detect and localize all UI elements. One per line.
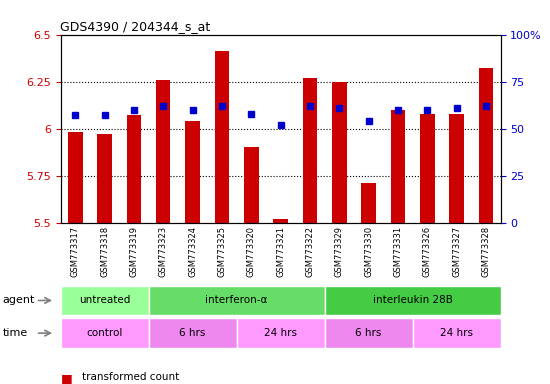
Text: GSM773324: GSM773324	[188, 226, 197, 277]
Text: GSM773327: GSM773327	[452, 226, 461, 277]
Bar	[273, 219, 288, 223]
FancyBboxPatch shape	[412, 318, 500, 348]
Text: GSM773326: GSM773326	[422, 226, 432, 277]
Text: untreated: untreated	[79, 295, 130, 306]
Text: time: time	[3, 328, 28, 338]
Text: GSM773323: GSM773323	[158, 226, 168, 277]
FancyBboxPatch shape	[148, 286, 324, 315]
Bar	[97, 134, 112, 223]
Bar	[156, 80, 170, 223]
Bar	[332, 82, 346, 223]
Text: GSM773329: GSM773329	[334, 226, 344, 277]
Text: GSM773317: GSM773317	[70, 226, 80, 277]
Text: control: control	[86, 328, 123, 338]
Bar	[449, 114, 464, 223]
Text: 24 hrs: 24 hrs	[440, 328, 473, 338]
Text: 6 hrs: 6 hrs	[179, 328, 206, 338]
Bar	[214, 51, 229, 223]
FancyBboxPatch shape	[60, 318, 148, 348]
Text: 24 hrs: 24 hrs	[264, 328, 297, 338]
Text: GSM773318: GSM773318	[100, 226, 109, 277]
Bar	[126, 116, 141, 223]
Bar	[185, 121, 200, 223]
Text: 6 hrs: 6 hrs	[355, 328, 382, 338]
Bar	[244, 147, 258, 223]
Text: ■: ■	[60, 372, 72, 384]
Text: GSM773328: GSM773328	[481, 226, 491, 277]
FancyBboxPatch shape	[236, 318, 324, 348]
Text: GSM773331: GSM773331	[393, 226, 403, 277]
Text: GSM773330: GSM773330	[364, 226, 373, 277]
Bar	[361, 183, 376, 223]
Bar	[68, 132, 82, 223]
Text: interferon-α: interferon-α	[205, 295, 268, 306]
Text: GSM773322: GSM773322	[305, 226, 315, 277]
FancyBboxPatch shape	[148, 318, 236, 348]
FancyBboxPatch shape	[60, 286, 148, 315]
Bar	[390, 110, 405, 223]
Text: GSM773325: GSM773325	[217, 226, 227, 277]
Bar	[302, 78, 317, 223]
Text: transformed count: transformed count	[82, 372, 180, 382]
Text: interleukin 28B: interleukin 28B	[372, 295, 453, 306]
Bar	[478, 68, 493, 223]
Text: agent: agent	[3, 295, 35, 306]
Bar	[420, 114, 435, 223]
Text: GSM773320: GSM773320	[246, 226, 256, 277]
Text: GDS4390 / 204344_s_at: GDS4390 / 204344_s_at	[60, 20, 211, 33]
FancyBboxPatch shape	[324, 318, 412, 348]
Text: GSM773321: GSM773321	[276, 226, 285, 277]
Text: GSM773319: GSM773319	[129, 226, 139, 277]
FancyBboxPatch shape	[324, 286, 500, 315]
